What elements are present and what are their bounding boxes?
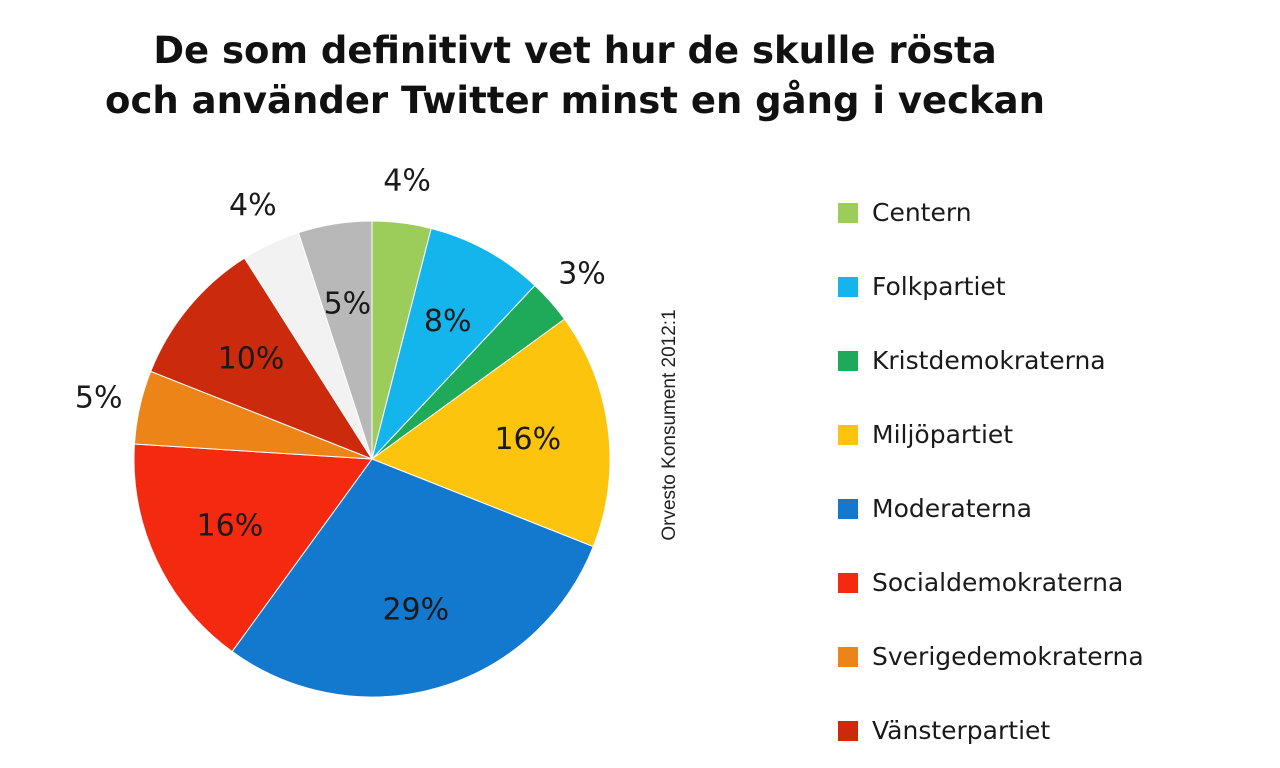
pie-slice-label-sverigedemokraterna: 5% xyxy=(75,380,123,415)
pie-slice-label-folkpartiet: 8% xyxy=(424,304,472,339)
chart-title-line-2: och använder Twitter minst en gång i vec… xyxy=(105,79,1045,122)
pie-slice-moderaterna xyxy=(231,458,594,698)
legend-label: Folkpartiet xyxy=(872,272,1006,301)
pie-slice-unlabeled-9 xyxy=(297,220,373,460)
legend-label: Miljöpartiet xyxy=(872,420,1014,449)
pie-slice-miljopartiet xyxy=(370,318,611,548)
pie-slice-label-kristdemokraterna: 3% xyxy=(558,256,606,291)
legend-label: Vänsterpartiet xyxy=(872,716,1051,745)
legend-swatch xyxy=(838,721,858,741)
legend-label: Moderaterna xyxy=(872,494,1032,523)
pie-slice-label-unlabeled-9: 5% xyxy=(324,286,372,321)
pie-slice-label-unlabeled-8: 4% xyxy=(229,188,277,223)
pie-slice-label-miljopartiet: 16% xyxy=(494,422,561,457)
chart-title: De som definitivt vet hur de skulle röst… xyxy=(0,26,1150,126)
legend-swatch xyxy=(838,351,858,371)
legend-label: Kristdemokraterna xyxy=(872,346,1106,375)
pie-slice-label-moderaterna: 29% xyxy=(382,592,449,627)
legend-swatch xyxy=(838,499,858,519)
legend-label: Centern xyxy=(872,198,972,227)
pie-slice-label-vansterpartiet: 10% xyxy=(218,341,285,376)
legend-swatch xyxy=(838,203,858,223)
legend-label: Socialdemokraterna xyxy=(872,568,1124,597)
legend-label: Sverigedemokraterna xyxy=(872,642,1144,671)
legend-swatch xyxy=(838,277,858,297)
pie-slice-folkpartiet xyxy=(371,227,536,460)
pie-slice-label-centern: 4% xyxy=(383,164,431,199)
legend-swatch xyxy=(838,647,858,667)
source-note: Orvesto Konsument 2012:1 xyxy=(659,309,680,541)
legend-swatch xyxy=(838,573,858,593)
pie-slice-vansterpartiet xyxy=(150,257,374,461)
legend-swatch xyxy=(838,425,858,445)
pie-slice-socialdemokraterna xyxy=(133,443,373,653)
pie-slice-label-socialdemokraterna: 16% xyxy=(197,508,264,543)
chart-title-line-1: De som definitivt vet hur de skulle röst… xyxy=(153,29,997,72)
